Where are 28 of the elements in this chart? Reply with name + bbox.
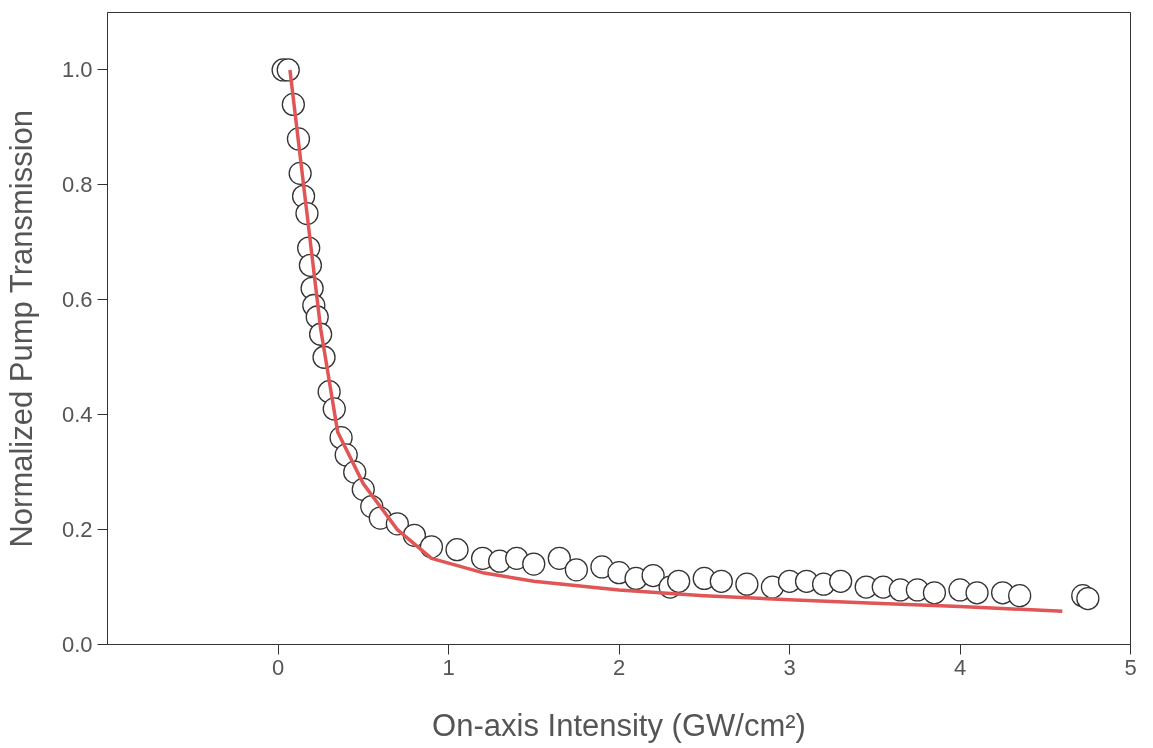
x-tick-label: 2 [612, 654, 626, 680]
point [547, 546, 571, 570]
point [735, 572, 759, 596]
point [522, 552, 546, 576]
x-tick-label: 0 [271, 654, 285, 680]
y-tick-label: 1.0 [61, 57, 93, 83]
y-tick-label: 0.6 [61, 287, 93, 313]
point [1008, 584, 1032, 608]
x-axis-title: On-axis Intensity (GW/cm²) [432, 707, 806, 743]
point [641, 563, 665, 588]
point [965, 581, 989, 605]
point [564, 558, 589, 582]
x-tick-label: 3 [783, 654, 796, 680]
x-tick-label: 4 [953, 654, 967, 680]
point [445, 538, 469, 562]
point [829, 569, 853, 593]
point [276, 58, 300, 82]
x-tick-label: 1 [442, 654, 455, 680]
y-axis-title: Normalized Pump Transmission [3, 109, 39, 548]
point [667, 569, 691, 593]
y-tick-label: 0.2 [61, 517, 93, 543]
y-tick-label: 0.8 [61, 172, 93, 198]
point [922, 581, 947, 605]
y-tick-label: 0.0 [61, 632, 93, 657]
x-tick-label: 5 [1124, 654, 1137, 680]
point [709, 569, 733, 593]
point [1076, 586, 1100, 611]
y-tick-label: 0.4 [61, 402, 93, 428]
